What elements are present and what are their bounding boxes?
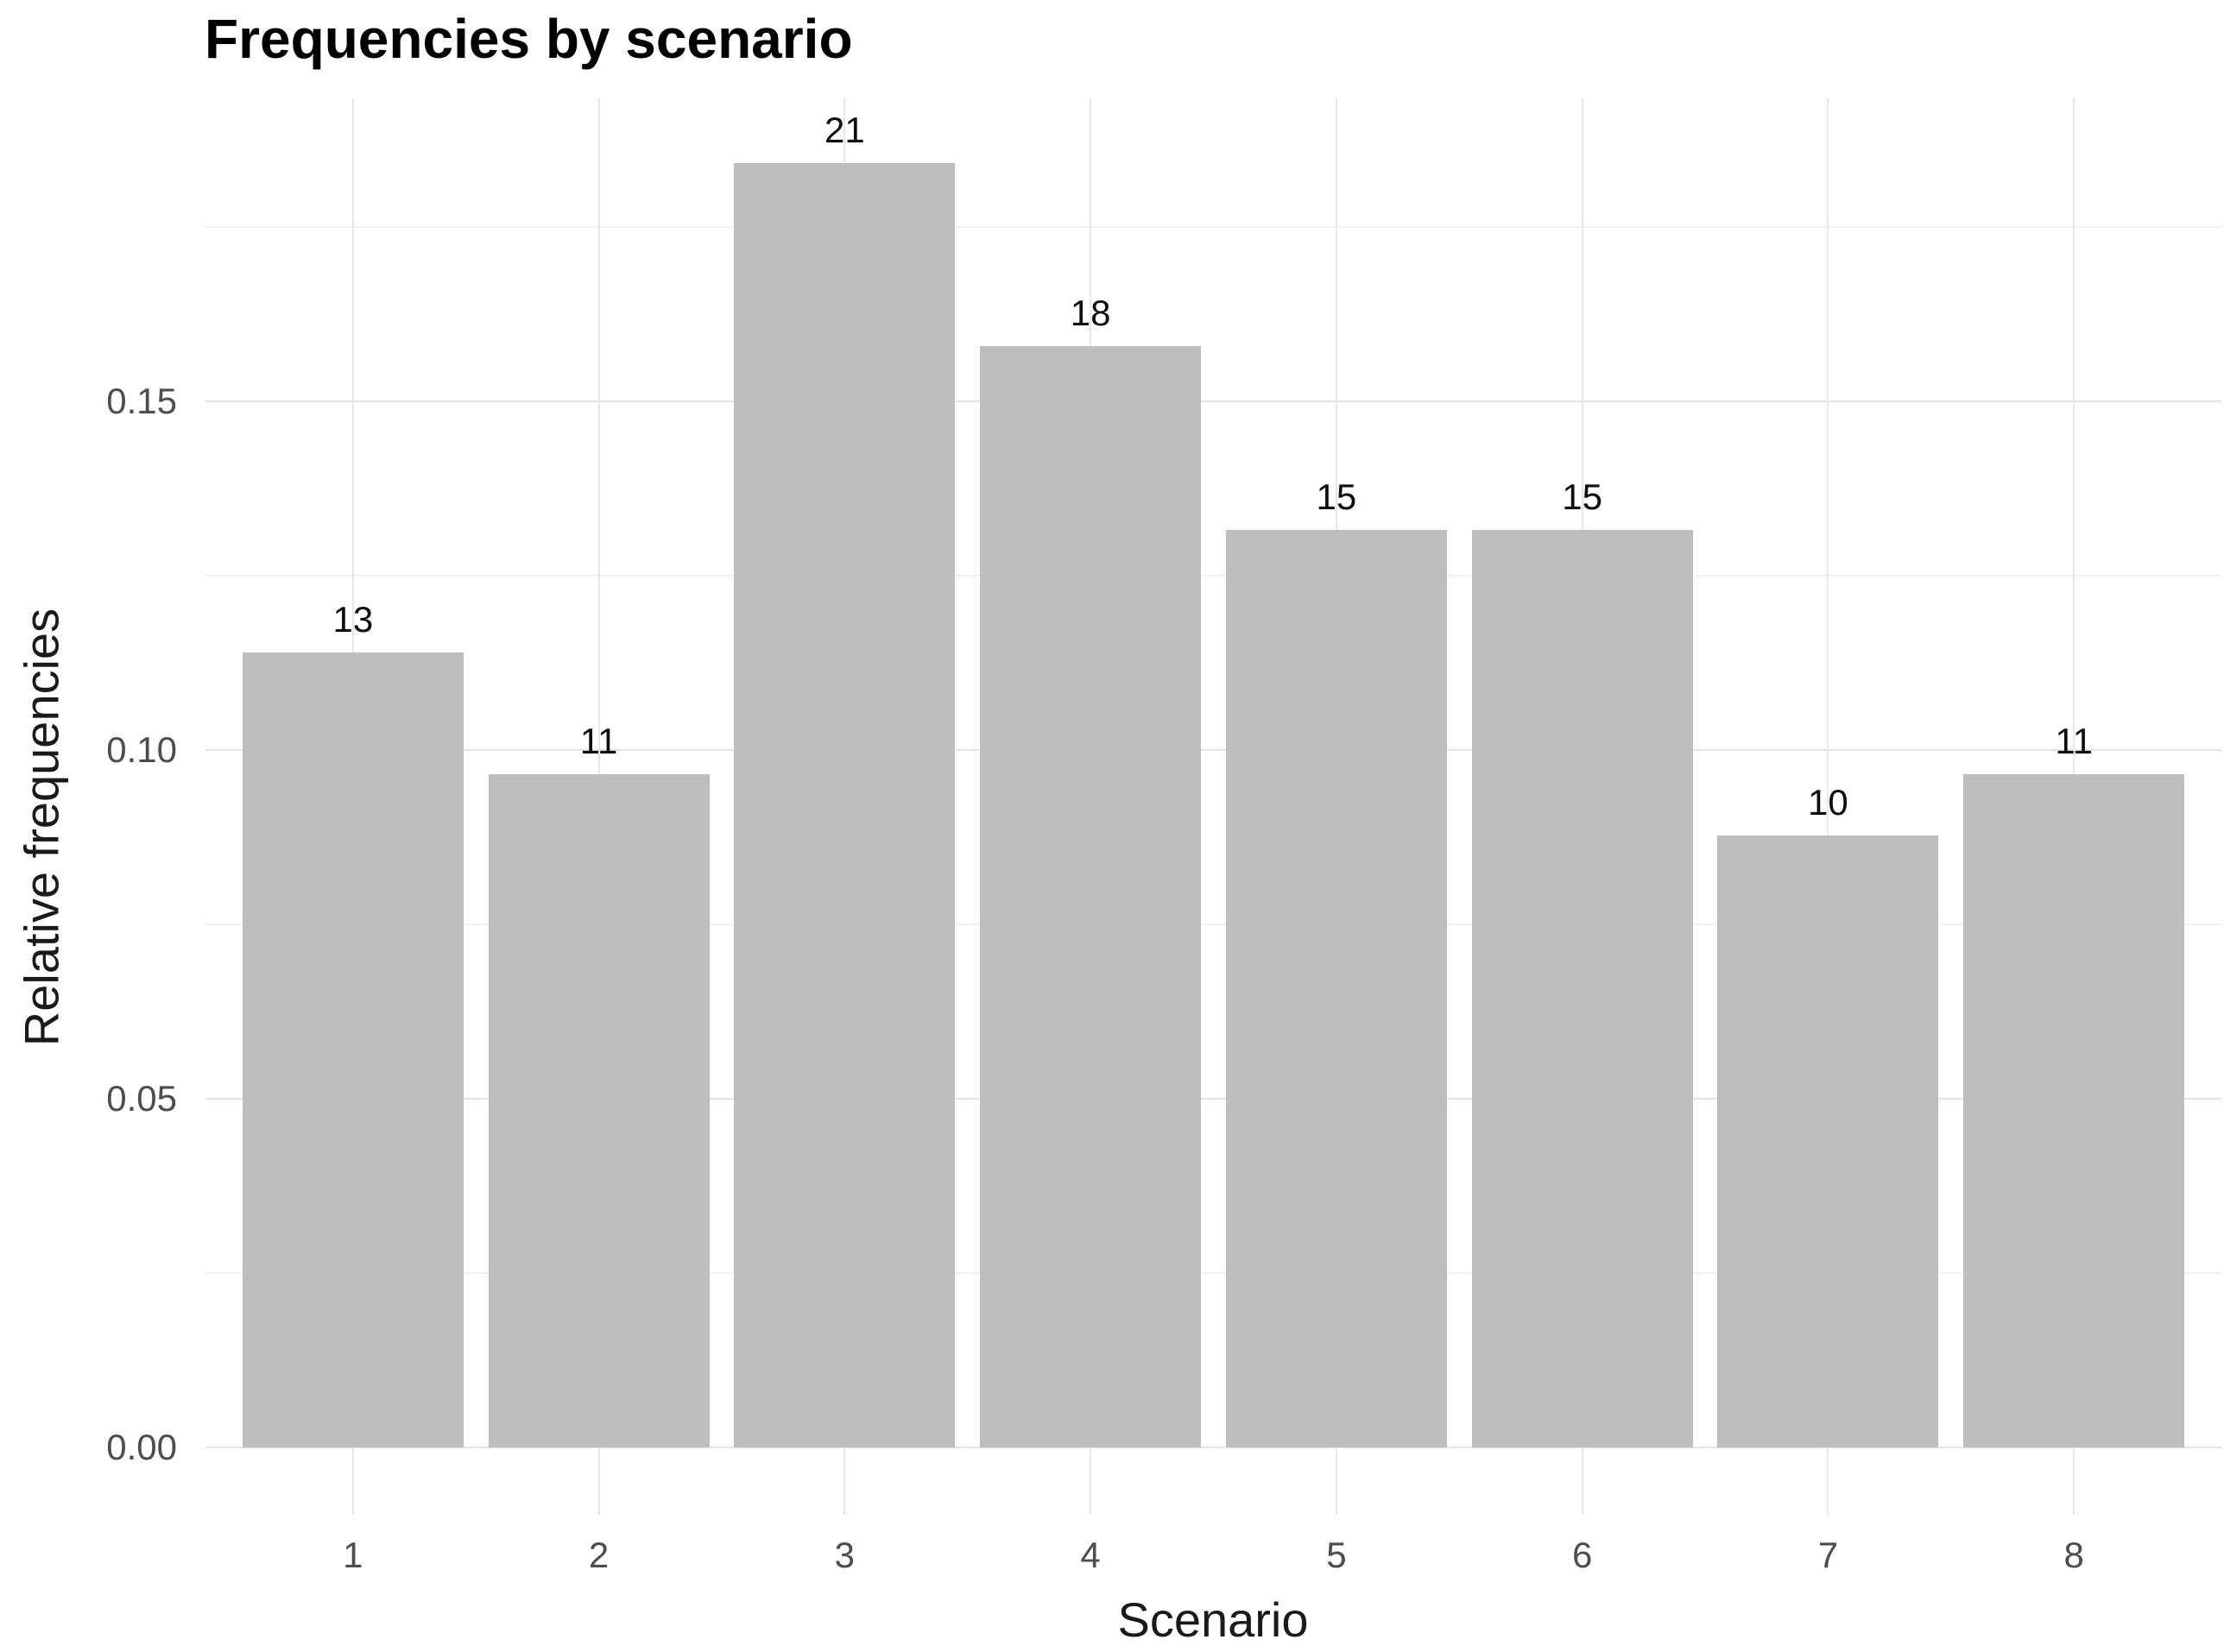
- x-tick-label: 4: [1080, 1535, 1101, 1575]
- bar: [1963, 774, 2185, 1447]
- plot-panel: 13 11 21 18 15 15 10 11: [205, 98, 2221, 1515]
- x-tick-label: 8: [2063, 1535, 2084, 1575]
- bar: [242, 652, 464, 1447]
- bar-value-label: 13: [332, 598, 374, 640]
- x-tick-label: 2: [588, 1535, 610, 1575]
- major-gridline: [205, 749, 2221, 751]
- x-tick-label: 1: [343, 1535, 363, 1575]
- bar: [1717, 835, 1939, 1447]
- vertical-gridline: [1827, 98, 1829, 1515]
- x-tick-label: 7: [1817, 1535, 1839, 1575]
- bar-value-label: 18: [1070, 293, 1111, 334]
- x-tick-label: 3: [834, 1535, 856, 1575]
- x-axis-title: Scenario: [1117, 1592, 1309, 1647]
- y-axis-title: Relative frequencies: [14, 608, 69, 1047]
- bar-value-label: 15: [1316, 476, 1357, 517]
- bar: [734, 162, 956, 1447]
- bar: [980, 346, 1202, 1447]
- y-tick-label: 0.10: [106, 729, 177, 770]
- minor-gridline: [205, 1272, 2221, 1274]
- bar: [488, 774, 710, 1447]
- y-tick-label: 0.00: [106, 1427, 177, 1467]
- bar-value-label: 10: [1808, 782, 1848, 823]
- minor-gridline: [205, 575, 2221, 577]
- bar-value-label: 11: [579, 721, 618, 762]
- chart-title: Frequencies by scenario: [205, 8, 853, 70]
- major-gridline: [205, 1447, 2221, 1448]
- bar-value-label: 15: [1562, 476, 1602, 517]
- x-tick-label: 6: [1571, 1535, 1593, 1575]
- y-tick-label: 0.15: [106, 381, 177, 421]
- major-gridline: [205, 400, 2221, 402]
- x-tick-label: 5: [1326, 1535, 1347, 1575]
- bar: [1225, 529, 1447, 1447]
- minor-gridline: [205, 924, 2221, 925]
- y-tick-label: 0.05: [106, 1078, 177, 1119]
- bar-value-label: 21: [825, 109, 865, 150]
- major-gridline: [205, 1098, 2221, 1100]
- bar-value-label: 11: [2055, 721, 2093, 762]
- minor-gridline: [205, 226, 2221, 228]
- bar: [1471, 529, 1693, 1447]
